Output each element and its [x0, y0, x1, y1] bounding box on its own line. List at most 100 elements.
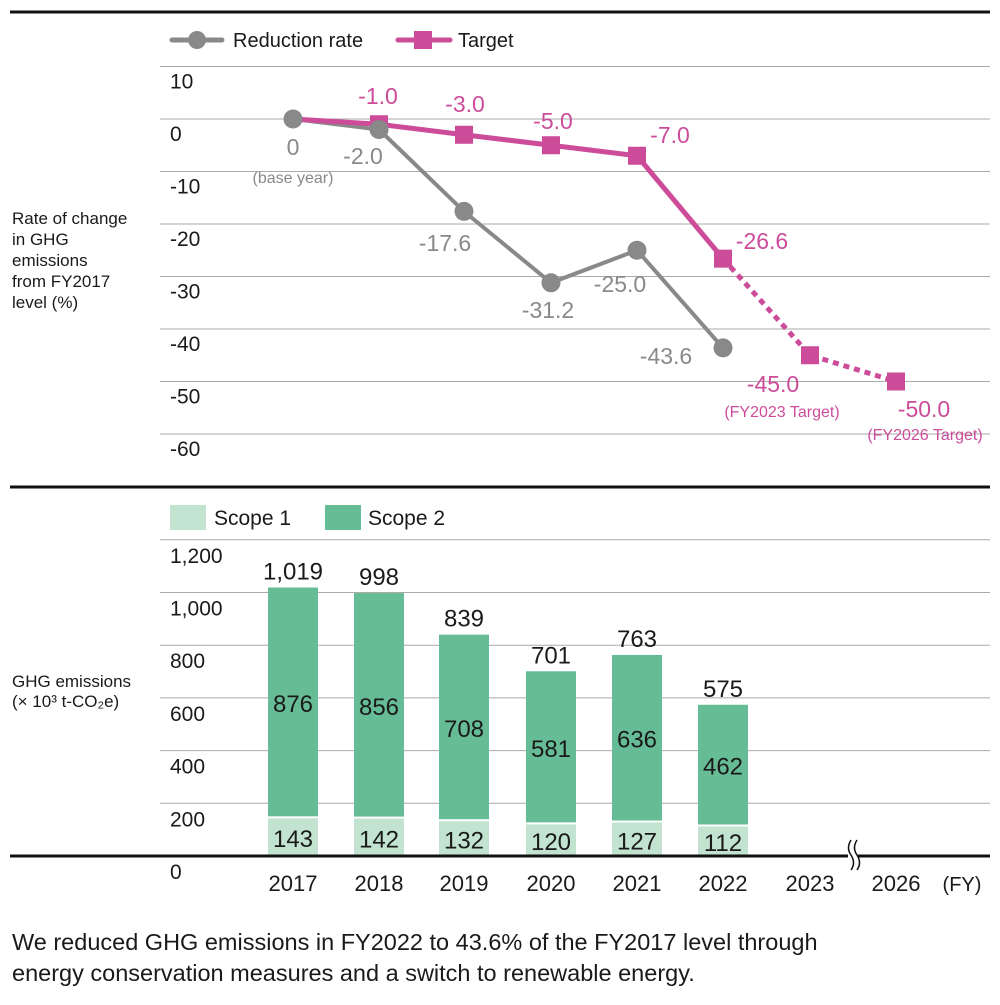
- bar-scope2: [439, 634, 489, 820]
- y-tick-label: 0: [170, 123, 182, 146]
- y-tick-label: 800: [170, 650, 205, 673]
- target-point: [887, 372, 905, 391]
- y-axis-title: from FY2017: [12, 272, 110, 291]
- target-data-label: -3.0: [445, 91, 485, 117]
- reduction-rate-point: [283, 109, 303, 129]
- bar-scope1-label: 132: [444, 828, 484, 855]
- target-line-dashed: [721, 256, 897, 384]
- y-tick-label: 0: [170, 861, 182, 884]
- bar-total-label: 1,019: [263, 558, 323, 585]
- bar-scope1: [526, 824, 576, 856]
- bar-scope1-label: 143: [273, 826, 313, 853]
- legend-scope1-label: Scope 1: [214, 507, 291, 530]
- target-data-label: -7.0: [650, 122, 690, 148]
- bar-scope1-label: 120: [531, 829, 571, 856]
- bar-scope2: [698, 704, 748, 825]
- bar-scope2-label: 708: [444, 716, 484, 743]
- x-tick-label: 2019: [440, 871, 489, 896]
- x-tick-label: 2020: [527, 871, 576, 896]
- bar-scope1: [698, 826, 748, 856]
- reduction-rate-point: [369, 120, 389, 139]
- y-tick-label: -20: [170, 228, 200, 251]
- legend-scope1-swatch: [170, 505, 206, 530]
- target-line-start: [292, 116, 380, 127]
- legend-scope2-swatch: [325, 505, 361, 530]
- x-tick-label: 2021: [613, 871, 662, 896]
- x-tick-label: 2018: [355, 871, 404, 896]
- y-axis-title: emissions: [12, 251, 88, 270]
- y-tick-label: -10: [170, 176, 200, 199]
- fy2023-target-annotation: (FY2023 Target): [724, 404, 839, 421]
- target-point: [628, 146, 646, 165]
- bar-total-label: 998: [359, 564, 399, 591]
- bar-scope1: [612, 822, 662, 856]
- y-axis-title: level (%): [12, 293, 78, 312]
- legend-target-label: Target: [458, 30, 514, 52]
- x-tick-label: 2026: [872, 871, 921, 896]
- axis-break-gap: [848, 840, 858, 870]
- bar-scope1-label: 142: [359, 826, 399, 853]
- caption-line: energy conservation measures and a switc…: [12, 960, 695, 986]
- y-axis-title: GHG emissions: [12, 672, 131, 691]
- y-axis-title: (× 10³ t-CO₂e): [12, 692, 119, 711]
- bar-scope1: [354, 818, 404, 856]
- base-year-annotation: (base year): [253, 170, 334, 187]
- x-axis-unit: (FY): [943, 874, 982, 896]
- reduction-rate-point: [541, 273, 561, 293]
- bar-scope2-label: 856: [359, 694, 399, 721]
- bar-scope2-label: 581: [531, 736, 571, 763]
- target-data-label: -45.0: [747, 371, 799, 397]
- x-tick-label: 2017: [269, 871, 318, 896]
- reduction-rate-point: [627, 240, 647, 260]
- reduction-rate-point: [713, 338, 733, 358]
- legend-target-marker: [414, 31, 432, 49]
- target-point: [455, 125, 473, 144]
- reduction-data-label: -31.2: [522, 297, 574, 323]
- bar-total-label: 701: [531, 642, 571, 669]
- target-point: [801, 346, 819, 365]
- bar-total-label: 575: [703, 676, 743, 703]
- reduction-data-label: 0: [287, 134, 300, 160]
- y-tick-label: -40: [170, 333, 200, 356]
- target-data-label: -5.0: [533, 108, 573, 134]
- y-tick-label: 200: [170, 808, 205, 831]
- y-axis-title: Rate of change: [12, 209, 127, 228]
- bar-scope2: [526, 671, 576, 823]
- x-tick-label: 2023: [786, 871, 835, 896]
- y-tick-label: -50: [170, 386, 200, 409]
- bar-scope1: [268, 818, 318, 856]
- fy2026-target-annotation: (FY2026 Target): [867, 427, 982, 444]
- y-tick-label: 1,000: [170, 598, 223, 621]
- reduction-data-label: -2.0: [343, 143, 383, 169]
- x-tick-label: 2022: [699, 871, 748, 896]
- reduction-rate-point: [454, 201, 474, 221]
- bar-scope1: [439, 821, 489, 856]
- target-point: [714, 249, 732, 268]
- bar-scope1-label: 112: [704, 830, 742, 857]
- reduction-rate-line: [292, 117, 725, 350]
- y-tick-label: 600: [170, 703, 205, 726]
- axis-break-icon: [847, 839, 855, 871]
- target-data-label: -50.0: [898, 396, 950, 422]
- target-point: [542, 136, 560, 155]
- legend-reduction-marker: [188, 31, 206, 49]
- bar-scope2-label: 636: [617, 727, 657, 754]
- bar-scope2: [354, 593, 404, 817]
- bar-scope2-label: 876: [273, 691, 313, 718]
- bar-total-label: 839: [444, 606, 484, 633]
- bar-scope2: [268, 587, 318, 817]
- legend-scope2-label: Scope 2: [368, 507, 445, 530]
- y-tick-label: 1,200: [170, 545, 223, 568]
- bar-scope2-label: 462: [703, 754, 743, 781]
- reduction-data-label: -17.6: [419, 230, 471, 256]
- bar-scope1-label: 127: [617, 828, 657, 855]
- y-tick-label: -30: [170, 281, 200, 304]
- legend-reduction-label: Reduction rate: [233, 30, 363, 52]
- y-axis-title: in GHG: [12, 230, 69, 249]
- target-data-label: -26.6: [736, 228, 788, 254]
- y-tick-label: 400: [170, 756, 205, 779]
- bar-total-label: 763: [617, 626, 657, 653]
- bar-scope2: [612, 654, 662, 821]
- reduction-data-label: -43.6: [640, 343, 692, 369]
